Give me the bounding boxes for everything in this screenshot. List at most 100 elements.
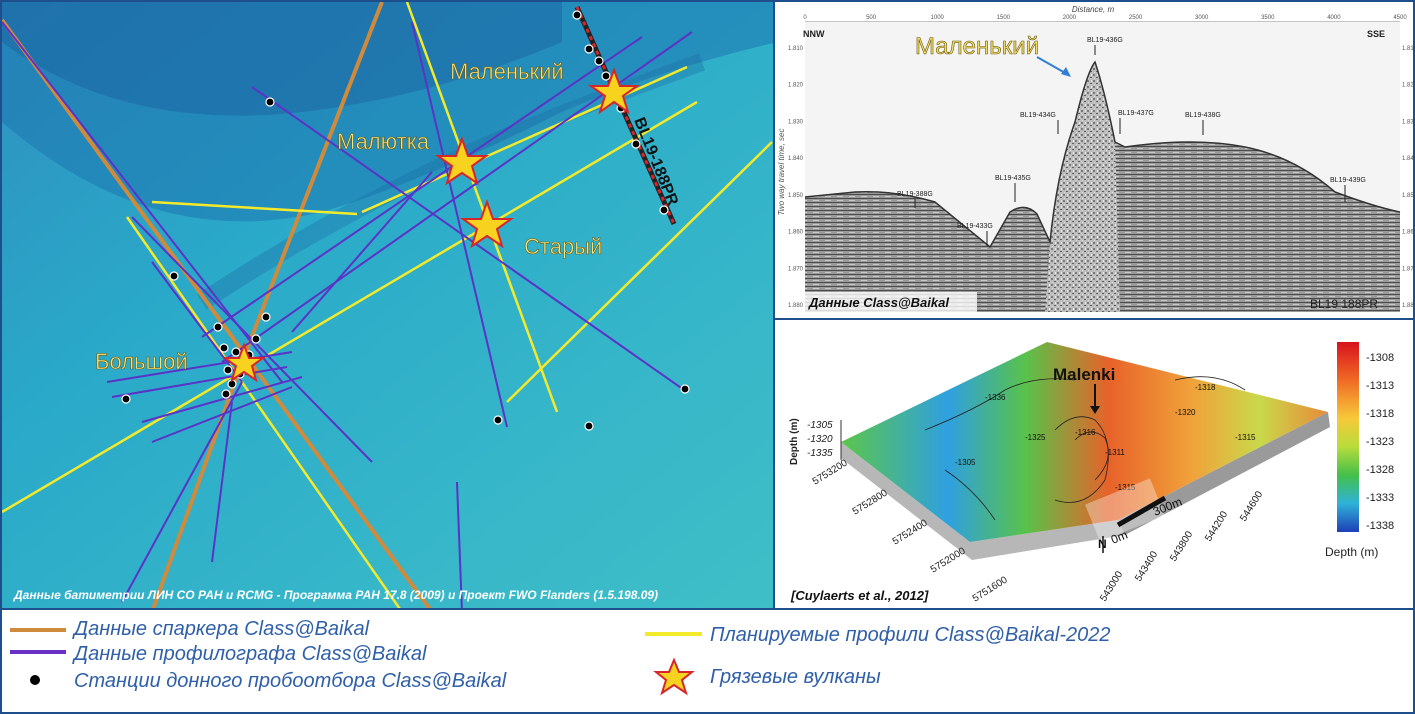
z-tick: -1320 [807,434,833,445]
scale-backdrop [1085,478,1165,542]
colorbar-tick: -1328 [1366,464,1394,476]
seafloor-reflector [804,60,1401,249]
volcano-stars [221,67,641,383]
seismic-svg: Distance, m 0 500 1000 1500 2000 2500 3000 3500… [777,5,1415,312]
seismic-y-tick-left: 1.870 [788,266,804,272]
seismic-y-tick-left: 1.810 [788,46,804,52]
planned-profile [361,65,688,214]
seismic-y-tick-left: 1.850 [788,193,804,199]
planned-profile [2,100,698,514]
seismic-y-tick-right: 1.860 [1402,230,1415,236]
station-dot [680,384,690,394]
station-dot [601,71,611,81]
seismic-y-tick-left: 1.820 [788,83,804,89]
core-label: BL19-436G [1087,37,1123,44]
map-credit: Данные батиметрии ЛИН СО РАН и RCMG - Пр… [13,588,658,602]
seismic-x-tick: 1500 [997,15,1011,21]
contour-line [924,378,1076,431]
station-dot [659,205,669,215]
station-dot [221,389,231,399]
block-side-right [1118,412,1330,535]
colorbar-ticks: -1308 -1313 -1318 -1323 -1328 -1333 -1338 [1366,352,1394,532]
station-dot [594,56,604,66]
profile-188pr-base [574,5,677,226]
station-dot [251,334,261,344]
volcano-label-stary: Старый [524,234,602,259]
terrain-surface [841,342,1328,542]
profiler-line [291,171,433,333]
colorbar-tick: -1313 [1366,380,1394,392]
model-svg: -1336 -1320 -1316 -1318 -1311 -1315 -130… [789,342,1394,605]
profiler-line [151,261,243,383]
contour-line [1174,376,1246,391]
profiler-line [151,386,293,443]
core-label: BL19-388G [897,191,933,198]
seismic-x-tick: 4000 [1327,15,1341,21]
core-label: BL19-434G [1020,112,1056,119]
colorbar-tick: -1308 [1366,352,1394,364]
legend-swatch-station [30,675,40,685]
seismic-y-tick-right: 1.870 [1402,266,1415,272]
contour-line [1074,431,1109,481]
colorbar-title: Depth (m) [1325,545,1378,559]
sparker-lines [2,2,432,608]
contour-label: -1320 [1175,408,1196,417]
profiler-line [121,381,243,603]
northing-tick: 5752800 [851,487,890,517]
core-label: BL19-438G [1185,112,1221,119]
volcano-arrow [1036,56,1068,75]
model-volcano-arrowhead [1090,406,1100,414]
scale-start: 0m [1109,528,1130,547]
northing-tick: 5751600 [971,574,1010,604]
z-ticks: -1305 -1320 -1335 [807,420,833,459]
legend-svg [10,628,702,696]
z-axis-label: Depth (m) [789,418,800,465]
planned-profile [405,2,559,413]
seismic-x-tick: 3000 [1195,15,1209,21]
contour-line [944,469,996,521]
scale-bar [1116,495,1167,528]
sparker-line [240,2,384,363]
contour-label: -1316 [1075,428,1096,437]
source-box [805,292,977,312]
profiler-line [211,401,233,563]
core-label: BL19-435G [995,175,1031,182]
deep-basin [2,2,773,222]
colorbar [1337,342,1359,532]
seismic-x-tick: 2500 [1129,15,1143,21]
station-dot [572,10,582,20]
seismic-source: Данные Class@Baikal [808,295,949,310]
core-label: BL19-437G [1118,110,1154,117]
station-dot [231,347,241,357]
legend-label-station: Станции донного пробоотбора Class@Baikal [74,670,507,692]
core-label: BL19-433G [957,223,993,230]
bathymetry-map: BL19-188PR [0,0,775,610]
seismic-y-ticks-right: 1.810 1.820 1.830 1.840 1.850 1.860 1.870 1.880 [1402,46,1415,309]
seismic-y-tick-right: 1.850 [1402,193,1415,199]
easting-tick: 543800 [1168,529,1195,563]
sparker-line [151,361,244,608]
planned-profile [151,200,358,216]
star-icon [587,67,641,115]
star-icon [434,135,490,186]
legend-label-planned: Планируемые профили Class@Baikal-2022 [710,624,1111,646]
station-dot [493,415,503,425]
station-dot [631,139,641,149]
volcano-arrowhead [1061,67,1071,77]
star-icon [221,342,267,383]
seismic-y-ticks-left: 1.810 1.820 1.830 1.840 1.850 1.860 1.870 1.880 [788,46,804,309]
seismic-y-tick-left: 1.840 [788,156,804,162]
seismic-x-tick: 2000 [1063,15,1077,21]
model-citation: [Cuylaerts et al., 2012] [790,588,929,603]
legend-label-profiler: Данные профилографа Class@Baikal [74,643,427,665]
station-dot [121,394,131,404]
seismic-y-tick-right: 1.840 [1402,156,1415,162]
seismic-y-tick-left: 1.830 [788,119,804,125]
northing-tick: 5752400 [891,517,930,547]
planned-profile [506,141,773,403]
star-icon [459,198,515,249]
easting-tick: 544600 [1238,489,1265,523]
colorbar-tick: -1318 [1366,408,1394,420]
seismic-profile: Distance, m 0 500 1000 1500 2000 2500 3000 3500… [773,0,1415,320]
seismic-y-tick-right: 1.880 [1402,303,1415,309]
